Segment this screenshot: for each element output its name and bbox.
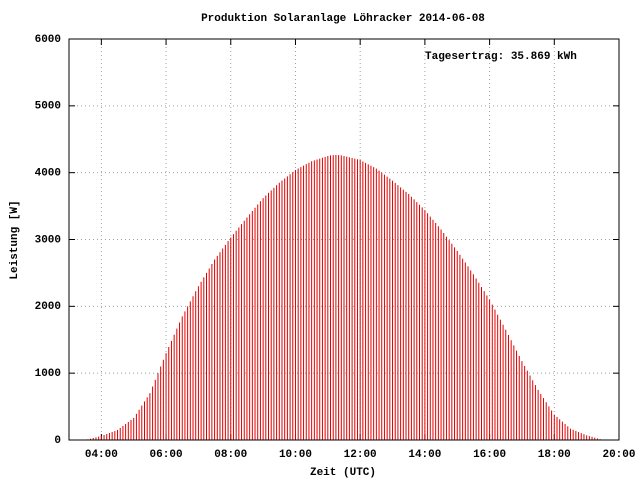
plot-frame — [68, 38, 620, 441]
y-tick-label: 4000 — [35, 168, 61, 180]
y-tick-label: 1000 — [35, 368, 61, 380]
y-axis-label: Leistung [W] — [9, 200, 21, 279]
annotation: Tagesertrag: 35.869 kWh — [425, 51, 577, 63]
y-tick-label: 2000 — [35, 301, 61, 313]
x-tick-label: 16:00 — [473, 449, 506, 461]
x-tick-label: 12:00 — [344, 449, 377, 461]
x-tick-label: 04:00 — [85, 449, 118, 461]
y-tick-label: 3000 — [35, 234, 61, 246]
x-axis-label: Zeit (UTC) — [310, 467, 376, 479]
x-tick-label: 20:00 — [602, 449, 635, 461]
chart-title: Produktion Solaranlage Löhracker 2014-06… — [201, 13, 485, 25]
x-tick-label: 18:00 — [538, 449, 571, 461]
x-tick-label: 14:00 — [408, 449, 441, 461]
y-tick-label: 5000 — [35, 101, 61, 113]
y-tick-label: 0 — [54, 435, 61, 447]
y-tick-label: 6000 — [35, 34, 61, 46]
x-tick-label: 06:00 — [150, 449, 183, 461]
x-tick-label: 10:00 — [279, 449, 312, 461]
x-tick-label: 08:00 — [214, 449, 247, 461]
